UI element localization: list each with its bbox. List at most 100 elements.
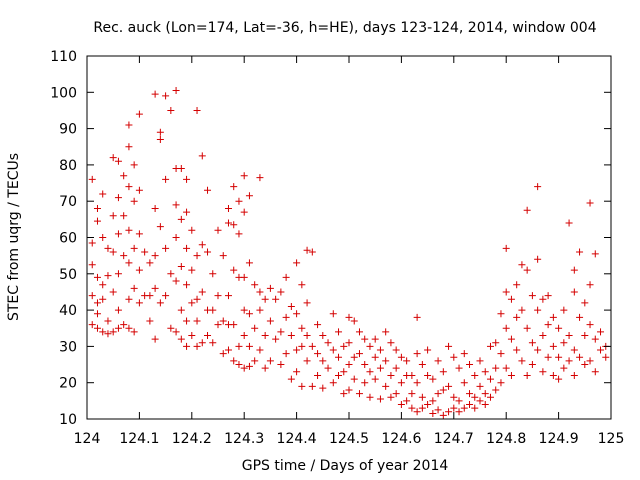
data-point <box>570 266 578 274</box>
data-point <box>146 259 154 267</box>
data-point <box>198 339 206 347</box>
data-point <box>460 404 468 412</box>
data-point <box>198 288 206 296</box>
data-point <box>114 157 122 165</box>
data-point <box>209 339 217 347</box>
data-point <box>172 201 180 209</box>
data-point <box>476 357 484 365</box>
data-point <box>392 364 400 372</box>
data-point <box>88 261 96 269</box>
data-point <box>549 371 557 379</box>
data-point <box>424 346 432 354</box>
data-point <box>340 368 348 376</box>
data-point <box>460 350 468 358</box>
data-point <box>466 400 474 408</box>
data-point <box>224 219 232 227</box>
data-point <box>183 281 191 289</box>
data-point <box>282 313 290 321</box>
data-point <box>581 299 589 307</box>
data-point <box>492 364 500 372</box>
data-point <box>298 382 306 390</box>
data-point <box>261 332 269 340</box>
data-point <box>382 357 390 365</box>
data-point <box>130 244 138 252</box>
data-point <box>303 357 311 365</box>
data-point <box>513 313 521 321</box>
data-point <box>251 281 259 289</box>
data-point <box>240 208 248 216</box>
data-point <box>266 317 274 325</box>
data-point <box>125 259 133 267</box>
data-point <box>177 215 185 223</box>
data-point <box>581 332 589 340</box>
data-point <box>303 332 311 340</box>
data-point <box>450 353 458 361</box>
data-point <box>303 299 311 307</box>
data-point <box>455 397 463 405</box>
data-point <box>528 361 536 369</box>
data-point <box>502 364 510 372</box>
data-point <box>329 379 337 387</box>
data-point <box>497 379 505 387</box>
data-point <box>240 306 248 314</box>
data-point <box>565 357 573 365</box>
data-point <box>361 361 369 369</box>
data-point <box>340 390 348 398</box>
data-point <box>460 379 468 387</box>
data-point <box>471 404 479 412</box>
data-point <box>277 288 285 296</box>
data-point <box>156 223 164 231</box>
data-point <box>445 408 453 416</box>
data-point <box>146 292 154 300</box>
y-axis-label: STEC from uqrg / TECUs <box>6 153 22 321</box>
data-point <box>177 306 185 314</box>
data-point <box>130 328 138 336</box>
data-point <box>93 324 101 332</box>
data-point <box>162 175 170 183</box>
data-point <box>355 328 363 336</box>
data-point <box>125 324 133 332</box>
data-point <box>172 86 180 94</box>
data-point <box>162 244 170 252</box>
data-point <box>125 143 133 151</box>
data-point <box>586 281 594 289</box>
data-point <box>455 364 463 372</box>
data-point <box>518 261 526 269</box>
data-point <box>240 273 248 281</box>
data-point <box>371 335 379 343</box>
data-point <box>314 371 322 379</box>
data-point <box>429 375 437 383</box>
data-point <box>565 219 573 227</box>
data-point <box>204 186 212 194</box>
data-point <box>251 357 259 365</box>
data-point <box>204 332 212 340</box>
x-tick-label: 124.7 <box>434 431 474 447</box>
data-point <box>135 186 143 194</box>
data-point <box>266 357 274 365</box>
data-point <box>287 332 295 340</box>
data-point <box>502 324 510 332</box>
data-point <box>272 295 280 303</box>
data-point <box>209 270 217 278</box>
data-point <box>235 230 243 238</box>
data-points <box>88 86 610 419</box>
data-point <box>586 199 594 207</box>
data-point <box>277 361 285 369</box>
data-point <box>355 390 363 398</box>
data-point <box>235 197 243 205</box>
y-tick-label: 110 <box>50 49 77 65</box>
data-point <box>570 346 578 354</box>
data-point <box>245 259 253 267</box>
data-point <box>193 106 201 114</box>
data-point <box>104 317 112 325</box>
data-point <box>560 339 568 347</box>
data-point <box>382 382 390 390</box>
data-point <box>104 330 112 338</box>
data-point <box>413 313 421 321</box>
data-point <box>308 248 316 256</box>
data-point <box>120 212 128 220</box>
data-point <box>392 390 400 398</box>
data-point <box>371 353 379 361</box>
data-point <box>429 410 437 418</box>
data-point <box>188 299 196 307</box>
